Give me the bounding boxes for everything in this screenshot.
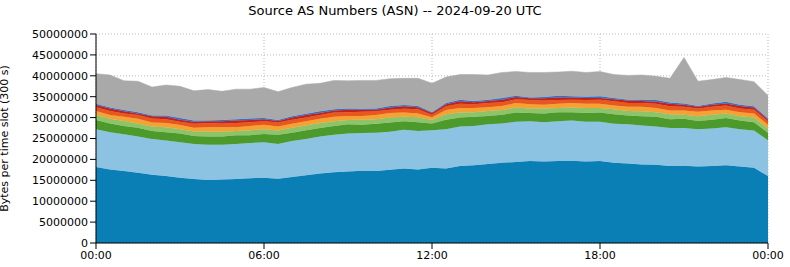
svg-text:00:00: 00:00 <box>752 249 782 262</box>
svg-text:00:00: 00:00 <box>80 249 112 262</box>
svg-text:12:00: 12:00 <box>416 249 448 262</box>
svg-text:40000000: 40000000 <box>32 70 88 83</box>
html-text:Source AS Numbers (ASN) -- 202: Source AS Numbers (ASN) -- 2024-09-20 UT… <box>248 3 542 18</box>
svg-text:50000000: 50000000 <box>32 28 88 41</box>
svg-text:5000000: 5000000 <box>39 216 88 229</box>
svg-text:06:00: 06:00 <box>248 249 280 262</box>
svg-text:15000000: 15000000 <box>32 174 88 187</box>
svg-text:10000000: 10000000 <box>32 195 88 208</box>
svg-text:20000000: 20000000 <box>32 153 88 166</box>
svg-text:25000000: 25000000 <box>32 132 88 145</box>
svg-text:45000000: 45000000 <box>32 49 88 62</box>
svg-text:30000000: 30000000 <box>32 112 88 125</box>
svg-text:18:00: 18:00 <box>584 249 616 262</box>
svg-text:35000000: 35000000 <box>32 91 88 104</box>
svg-text:Bytes per time slot (300 s): Bytes per time slot (300 s) <box>8 65 11 212</box>
svg-text:0: 0 <box>81 237 88 250</box>
